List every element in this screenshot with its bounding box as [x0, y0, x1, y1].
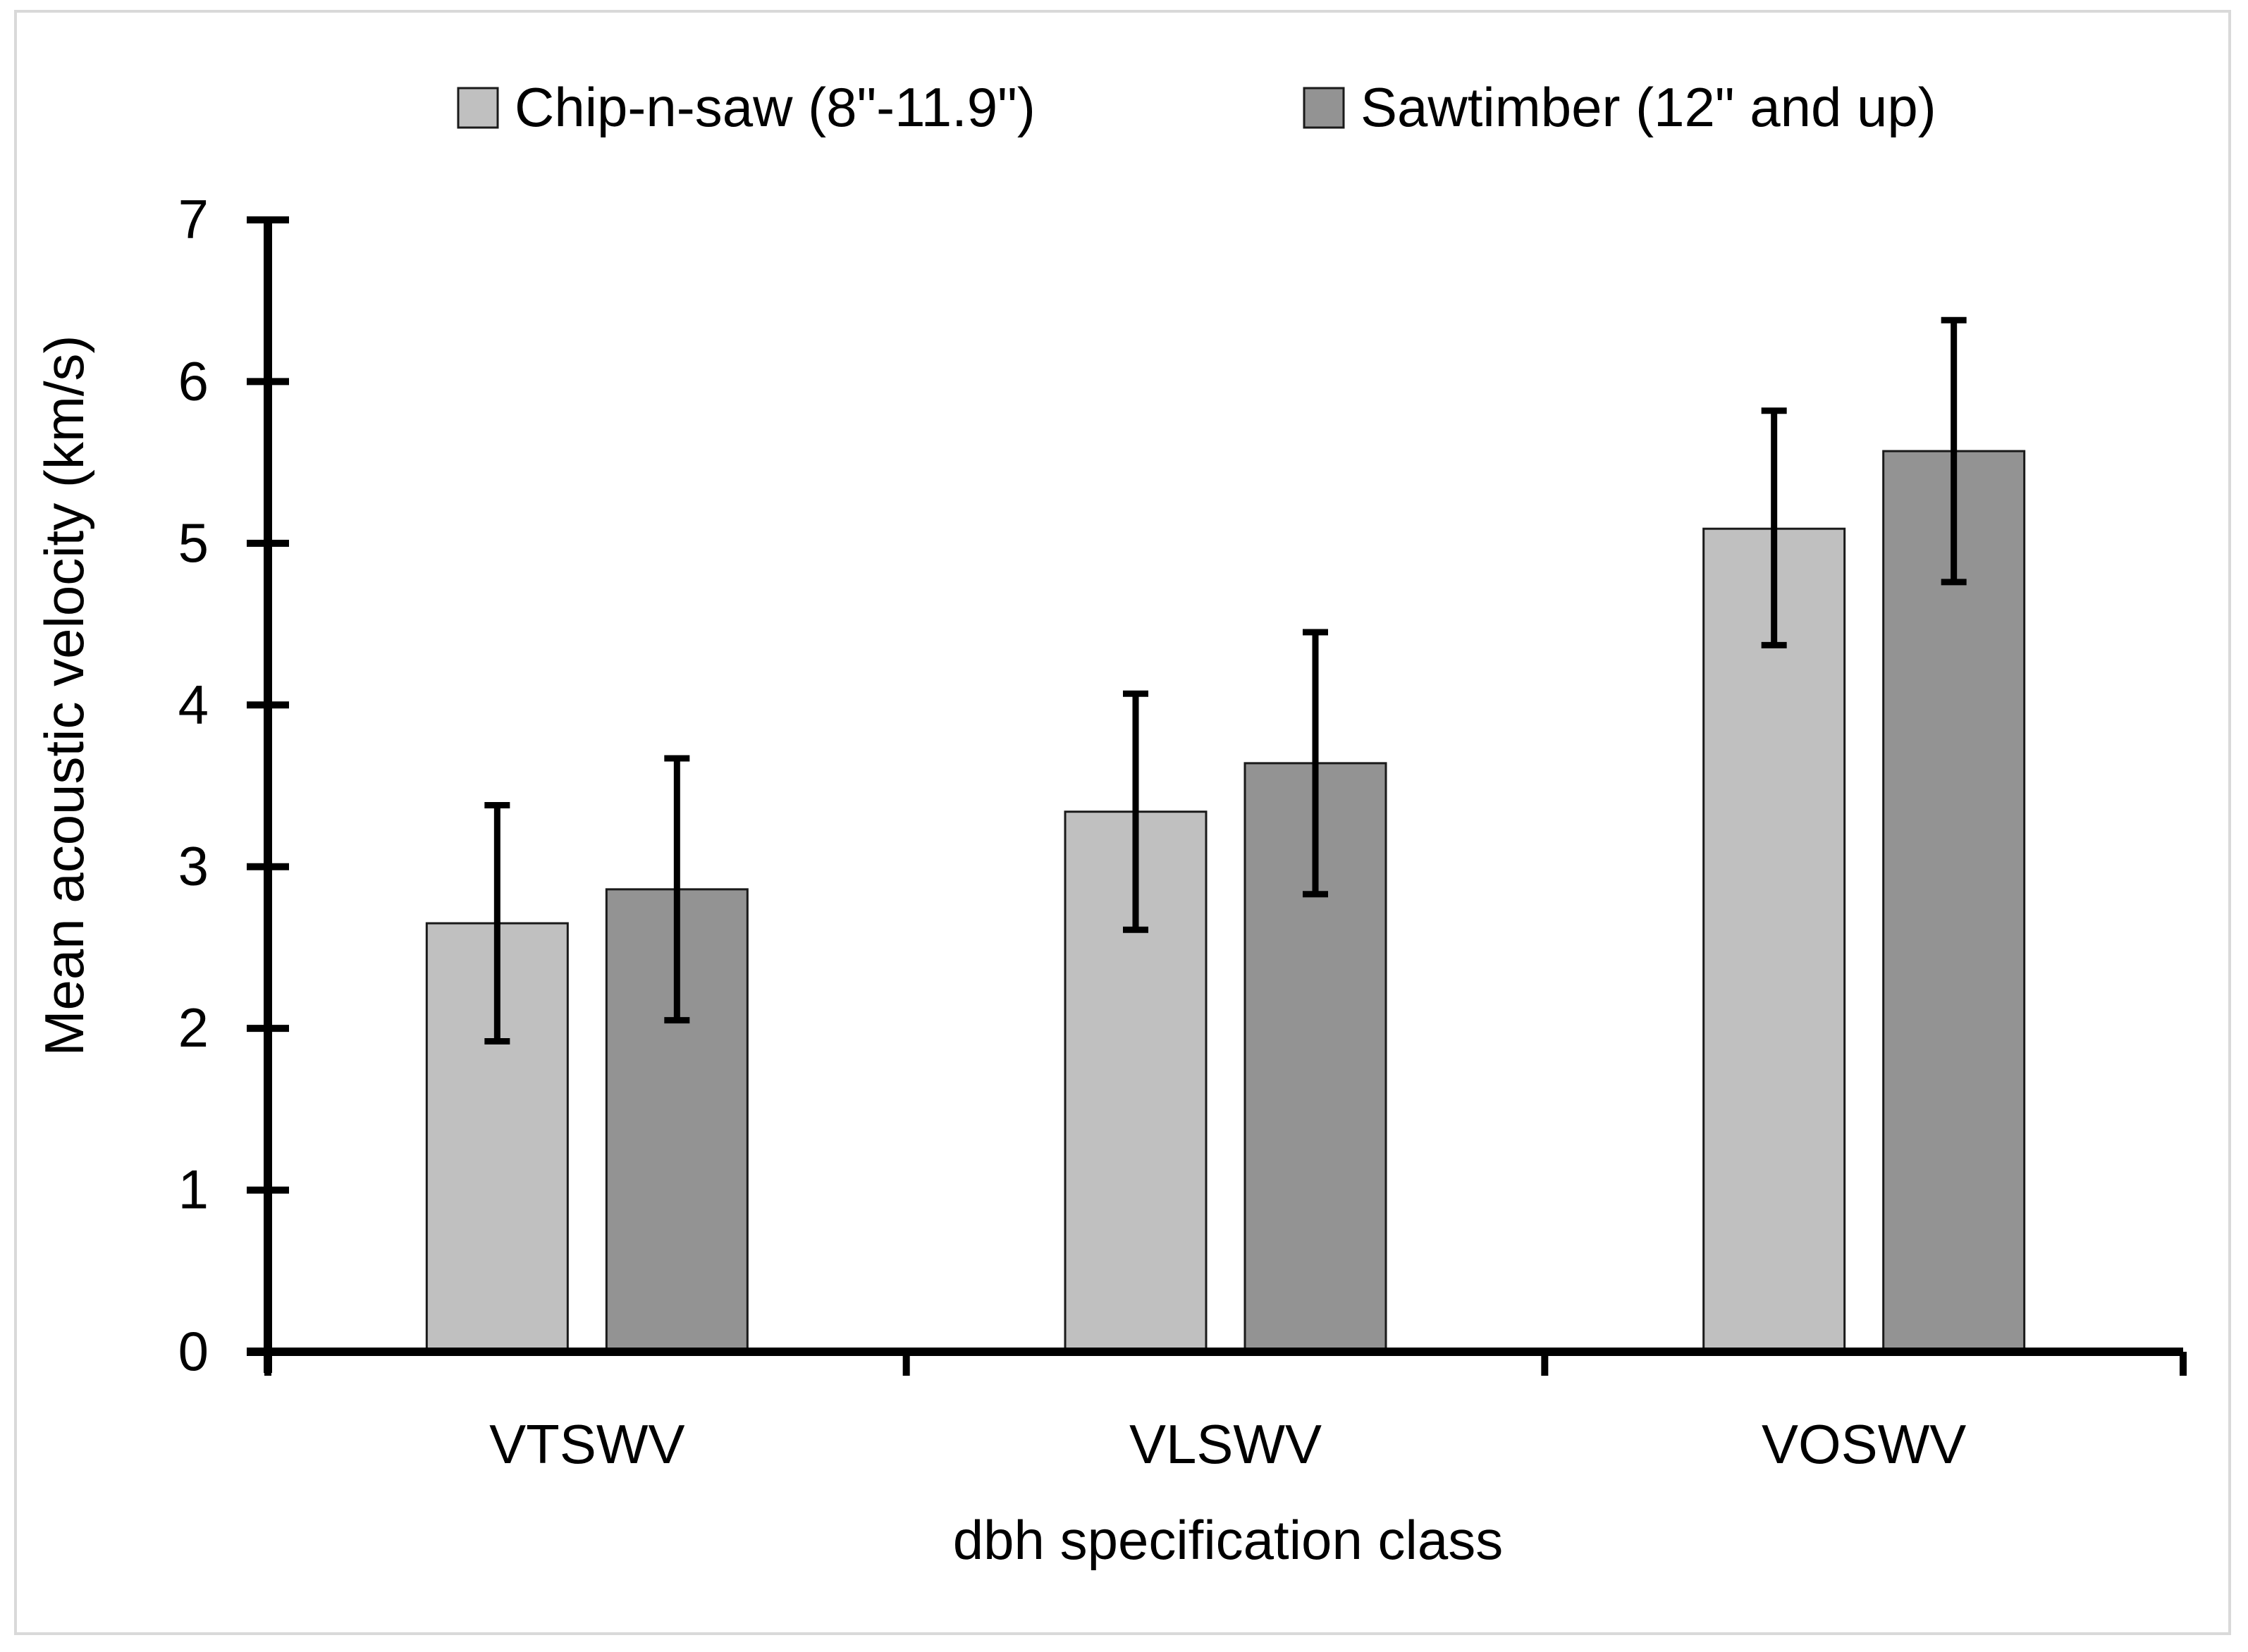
legend-swatch-series-1: [457, 87, 499, 129]
y-axis-label: Mean acoustic velocity (km/s): [33, 335, 95, 1056]
y-tick-label-0: 0: [178, 1320, 209, 1382]
y-tick-label-4: 4: [178, 673, 209, 735]
legend: Chip-n-saw (8"-11.9") Sawtimber (12" and …: [457, 76, 1936, 138]
bar-voswv-series-2: [1882, 450, 2026, 1353]
bar-voswv-series-1: [1702, 527, 1846, 1353]
bars: [425, 450, 2026, 1353]
y-tick-label-7: 7: [178, 188, 209, 250]
legend-label-series-2: Sawtimber (12" and up): [1361, 76, 1936, 138]
y-tick-label-6: 6: [178, 350, 209, 412]
error-bars: [484, 316, 1967, 1044]
x-tick-label-voswv: VOSWV: [1762, 1413, 1966, 1475]
y-tick-label-3: 3: [178, 835, 209, 897]
x-tick-label-vlswv: VLSWV: [1129, 1413, 1322, 1475]
tick-labels: VTSWV VLSWV VOSWV 0 1 2 3 4 5 6 7: [178, 188, 1967, 1475]
y-tick-label-1: 1: [178, 1159, 209, 1221]
legend-label-series-1: Chip-n-saw (8"-11.9"): [515, 76, 1036, 138]
legend-swatch-series-2: [1303, 87, 1345, 129]
axes: [247, 216, 2187, 1376]
x-tick-label-vtswv: VTSWV: [489, 1413, 684, 1475]
y-tick-label-5: 5: [178, 512, 209, 574]
x-axis-label: dbh specification class: [953, 1509, 1503, 1571]
y-tick-label-2: 2: [178, 997, 209, 1059]
